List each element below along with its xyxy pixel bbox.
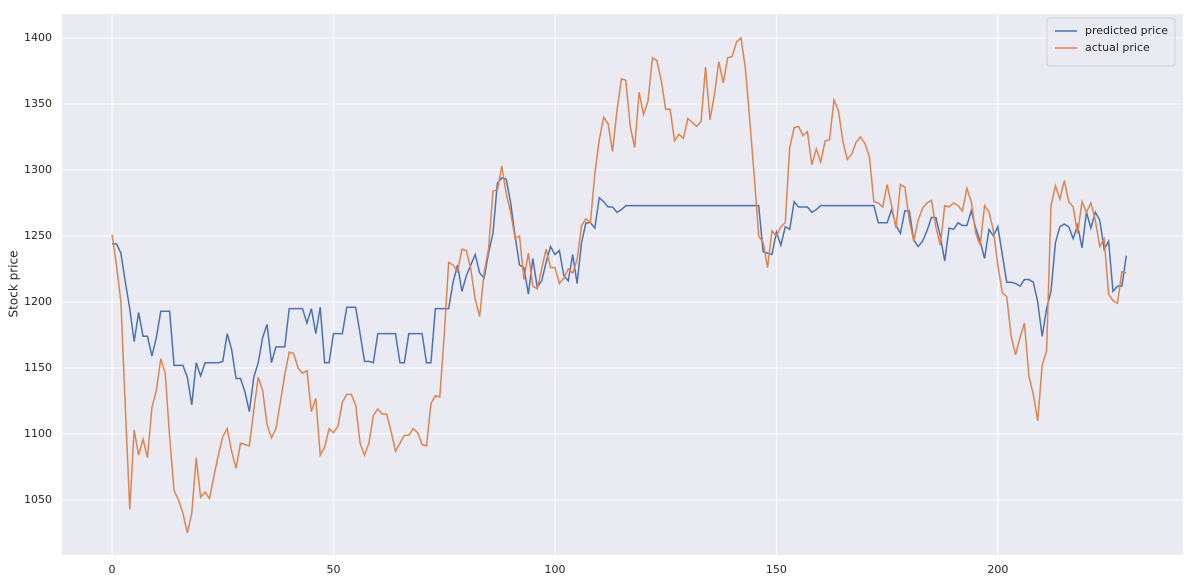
y-tick-label: 1250 <box>24 229 52 242</box>
plot-area <box>62 14 1183 555</box>
y-tick-label: 1400 <box>24 31 52 44</box>
x-tick-label: 0 <box>109 563 116 576</box>
y-tick-label: 1350 <box>24 97 52 110</box>
x-tick-label: 150 <box>766 563 787 576</box>
x-tick-label: 100 <box>544 563 565 576</box>
data-line <box>112 177 1128 412</box>
y-axis-label: Stock price <box>7 251 21 318</box>
y-tick-label: 1150 <box>24 361 52 374</box>
y-tick-label: 1100 <box>24 427 52 440</box>
y-tick-label: 1200 <box>24 295 52 308</box>
y-tick-label: 1050 <box>24 493 52 506</box>
y-tick-label: 1300 <box>24 163 52 176</box>
data-line <box>111 36 1127 534</box>
legend-label: predicted price <box>1085 24 1168 37</box>
x-tick-label: 50 <box>327 563 341 576</box>
x-tick-label: 200 <box>987 563 1008 576</box>
legend-label: actual price <box>1085 41 1150 54</box>
legend-box <box>1046 17 1176 67</box>
